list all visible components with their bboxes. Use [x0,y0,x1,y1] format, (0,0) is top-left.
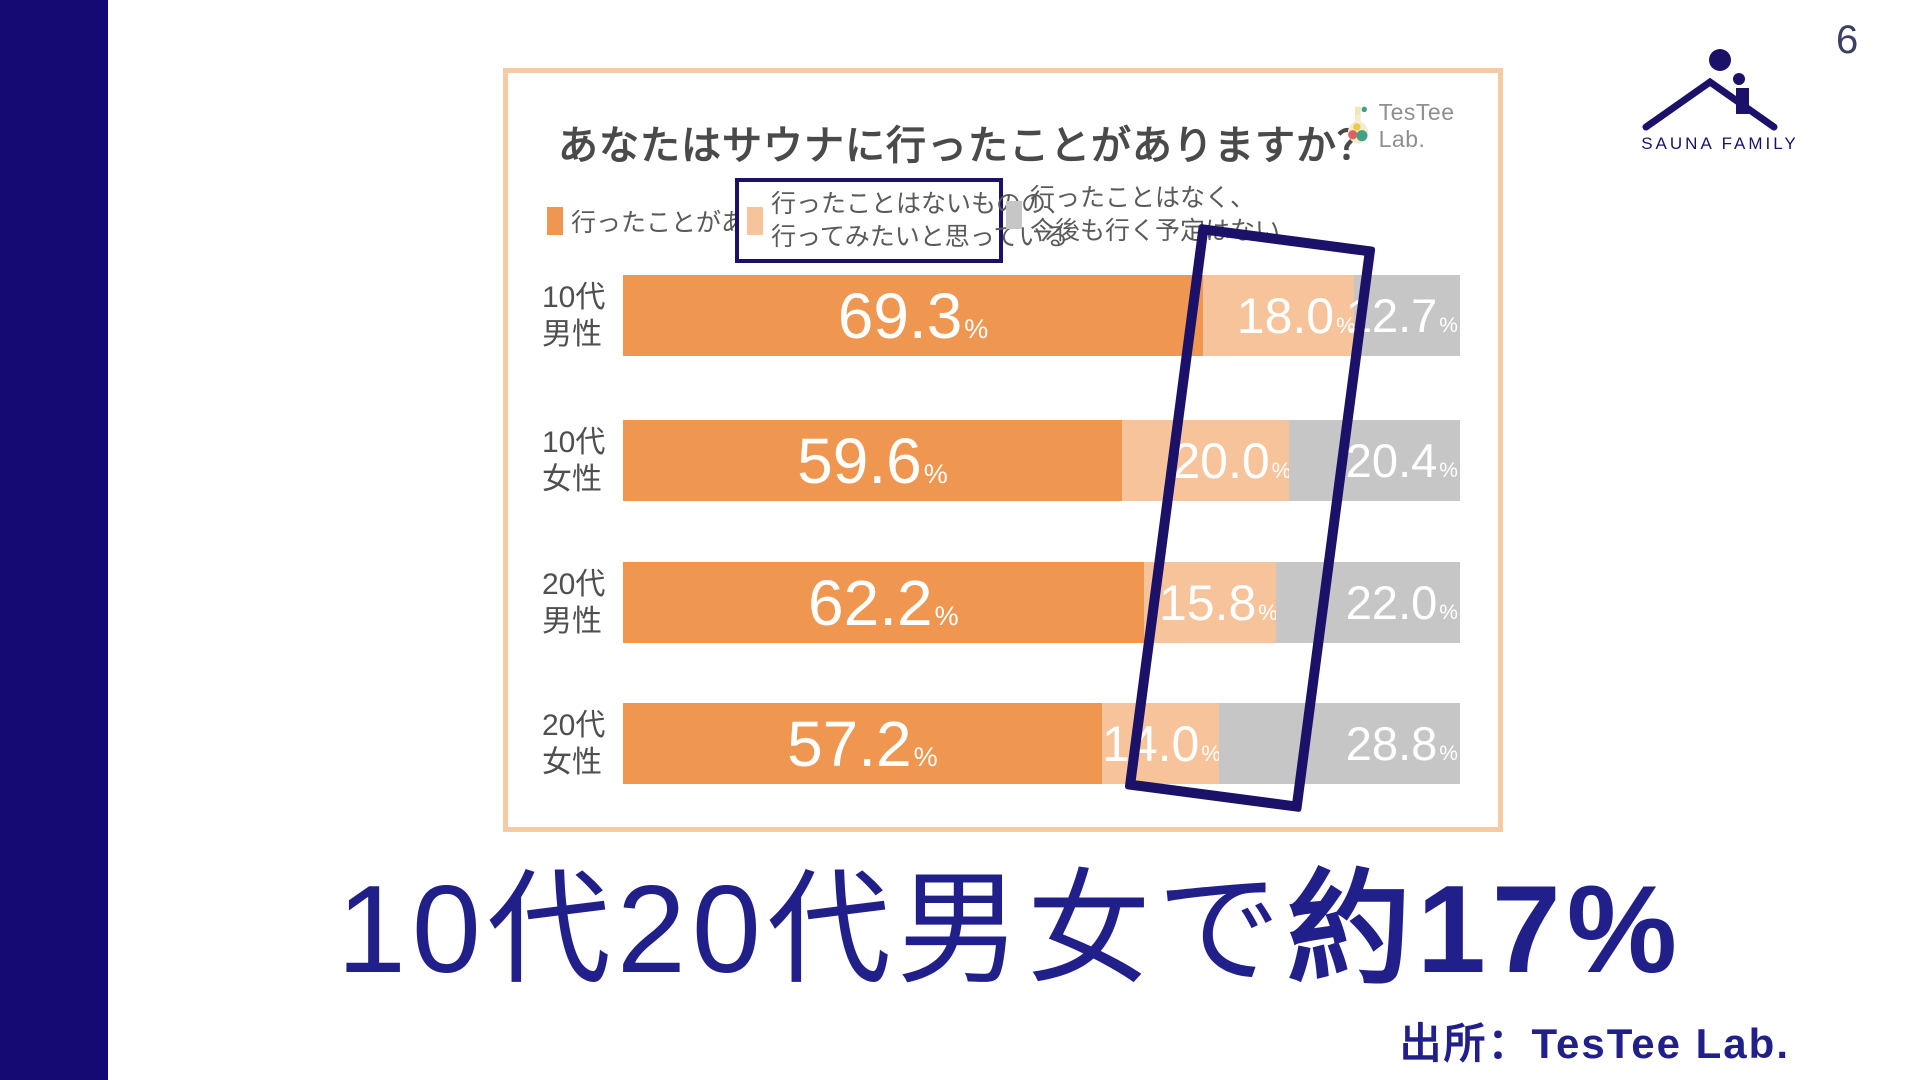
headline-emphasis: 約17% [1286,861,1684,999]
bar-segment-want-to-visit: 20.0% [1121,420,1291,501]
bar-segment-visited: 59.6% [623,420,1122,501]
legend-label: 行ったことはなく、 今後も行く予定はない [1030,184,1281,245]
bar-segment-want-to-visit: 15.8% [1143,562,1278,643]
bar-segment-no-plan: 12.7% [1346,275,1460,356]
brand-logo: SAUNA FAMILY [1638,34,1802,154]
legend-item-no-plan: 行ったことはなく、 今後も行く予定はない [1006,180,1280,250]
page-number: 6 [1836,18,1859,62]
bar-segment-visited: 62.2% [623,562,1144,643]
sauna-family-house-icon [1642,49,1778,131]
chart-title: あなたはサウナに行ったことがありますか？ [558,124,1378,168]
bar-segment-no-plan: 28.8% [1218,703,1460,784]
row-label: 10代 男性 [542,280,606,351]
left-accent-bar [0,0,108,1080]
bar-row-10s-male: 10代 男性 69.3% 18.0% 12.7% [508,275,1497,356]
bar-row-20s-female: 20代 女性 57.2% 14.0% 28.8% [508,703,1497,784]
stacked-bar: 62.2% 15.8% 22.0% [623,562,1460,643]
bar-row-20s-male: 20代 男性 62.2% 15.8% 22.0% [508,562,1497,643]
row-label: 10代 女性 [542,425,606,496]
bar-segment-visited: 69.3% [623,275,1204,356]
row-label: 20代 女性 [542,708,606,779]
stacked-bar: 59.6% 20.0% 20.4% [623,420,1460,501]
headline-normal: 10代20代男女で [336,861,1287,999]
brand-name: SAUNA FAMILY [1641,134,1799,153]
bar-segment-want-to-visit: 18.0% [1203,275,1356,356]
testee-flask-icon [1347,106,1369,144]
chart-panel: あなたはサウナに行ったことがありますか？ TesTee Lab. 行ったことがあ… [503,68,1503,832]
bar-segment-want-to-visit: 14.0% [1101,703,1221,784]
testee-lab-logo: TesTee Lab. [1344,99,1498,153]
bar-segment-no-plan: 22.0% [1275,562,1460,643]
bar-segment-visited: 57.2% [623,703,1102,784]
bar-row-10s-female: 10代 女性 59.6% 20.0% 20.4% [508,420,1497,501]
legend-swatch-light-orange [747,206,763,235]
stacked-bar: 69.3% 18.0% 12.7% [623,275,1460,356]
bar-segment-no-plan: 20.4% [1289,420,1460,501]
source-attribution: 出所：TesTee Lab. [1399,1020,1790,1067]
stacked-bar: 57.2% 14.0% 28.8% [623,703,1460,784]
headline: 10代20代男女で約17% [108,856,1912,1005]
legend-item-want-to-visit-boxed: 行ったことはないものの、 行ってみたいと思っている [735,178,1071,263]
legend-swatch-gray [1006,201,1022,229]
row-label: 20代 男性 [542,567,606,638]
legend-swatch-orange [547,207,563,235]
testee-lab-label: TesTee Lab. [1378,99,1455,152]
